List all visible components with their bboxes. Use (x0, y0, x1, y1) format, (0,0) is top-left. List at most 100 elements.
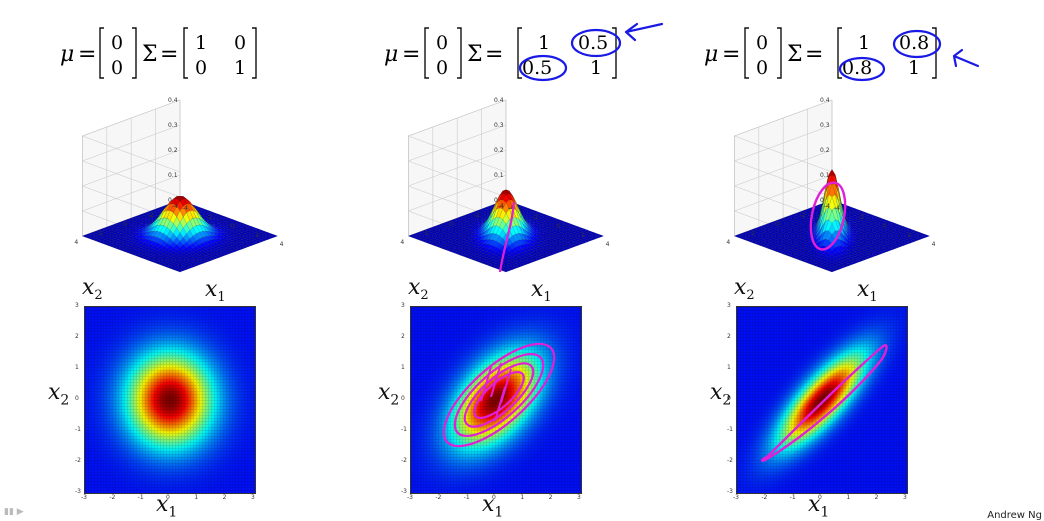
x2-tick: 2 (751, 230, 755, 237)
x1-tick: 2 (255, 232, 259, 239)
heat-y-tick: -2 (75, 457, 81, 464)
heat-x-tick: 0 (492, 494, 496, 501)
surface-x2-label: x2 (82, 275, 103, 303)
z-tick: 0.3 (494, 122, 504, 129)
mu-entry-2: 0 (111, 57, 123, 79)
x1-symbol: x (857, 277, 870, 302)
heat-y-tick: 0 (75, 395, 79, 402)
x2-tick: 4 (400, 239, 404, 246)
z-tick: 0 (820, 197, 824, 204)
sigma-symbol: Σ (142, 42, 158, 67)
z-tick: 0.1 (168, 172, 178, 179)
x1-subscript: 1 (869, 290, 877, 305)
panel-3: μ = 0 0 Σ = 1 0.8 0.8 1 0 0.1 0.2 0.3 0.4 4 -4… (652, 0, 1000, 521)
x1-tick: 2 (581, 232, 585, 239)
annotation-arrow-icon (952, 48, 980, 68)
heat-x-tick: -3 (733, 494, 739, 501)
mu-entry-2: 0 (756, 57, 768, 79)
x1-tick: 4 (932, 241, 936, 248)
heat-x-tick: -3 (81, 494, 87, 501)
x2-subscript: 2 (390, 392, 400, 409)
equation-panel-1: μ = 0 0 Σ = 1 0 0 1 (60, 27, 257, 79)
heat-x-tick: 1 (194, 494, 199, 501)
heat-x-axis-label: x1 (808, 492, 829, 520)
x1-tick: -2 (532, 214, 538, 221)
heat-x-axis-label: x1 (482, 492, 503, 520)
z-tick: 0.2 (494, 147, 504, 154)
x1-tick: 4 (280, 241, 284, 248)
annotation-contour (809, 181, 847, 251)
heat-y-tick: -3 (75, 488, 81, 495)
z-tick: 0.3 (820, 122, 830, 129)
heat-x-tick: 2 (874, 494, 879, 501)
heatmap-annotations-3 (760, 344, 888, 462)
mu-symbol: μ (704, 42, 718, 67)
z-tick: 0.4 (168, 97, 178, 104)
z-tick: 0.3 (168, 122, 178, 129)
mu-entry-1: 0 (111, 32, 123, 54)
heatmap-block-2: -3 3 -2 2 -1 1 0 0 1 -1 2 -2 3 -3 x1 x2 (326, 302, 674, 521)
heat-x-tick: 1 (520, 494, 525, 501)
x2-tick: -4 (172, 203, 178, 210)
author-credit: Andrew Ng (987, 510, 1042, 521)
heatmap-annotations-2 (442, 342, 556, 448)
x2-subscript: 2 (746, 288, 754, 303)
x2-tick: -4 (824, 203, 830, 210)
x1-tick: -2 (858, 214, 864, 221)
sigma-21: 0.8 (842, 57, 872, 79)
sigma-12: 0 (234, 32, 246, 54)
x1-subscript: 1 (494, 504, 504, 521)
x1-tick: 0 (231, 223, 235, 230)
x2-tick: 0 (123, 221, 127, 228)
heat-x-tick: -1 (137, 494, 144, 501)
x1-subscript: 1 (168, 504, 178, 521)
x1-tick: 2 (907, 232, 911, 239)
annotation-contour (473, 371, 525, 419)
heat-x-tick: 3 (251, 494, 255, 501)
heatmap-canvas-1 (85, 307, 255, 493)
x2-tick: -4 (498, 203, 504, 210)
heat-x-tick: 2 (548, 494, 553, 501)
sigma-12: 0.5 (578, 32, 608, 54)
annotation-contour (442, 342, 556, 448)
heat-y-tick: -3 (401, 488, 407, 495)
heat-x-tick: -1 (789, 494, 796, 501)
sigma-22: 1 (908, 57, 920, 79)
x2-subscript: 2 (60, 392, 70, 409)
heatmap-canvas-3 (737, 307, 907, 493)
sigma-11: 1 (195, 32, 207, 54)
heatmap-block-1: -3 3 -2 2 -1 1 0 0 1 -1 2 -2 3 -3 x1 x2 (0, 302, 348, 521)
x2-subscript: 2 (94, 288, 102, 303)
heatmap-canvas-2 (411, 307, 581, 493)
x2-tick: 0 (449, 221, 453, 228)
heatmap-2 (410, 306, 582, 494)
x2-tick: -2 (800, 212, 806, 219)
sigma-22: 1 (234, 57, 246, 79)
heat-y-tick: 0 (401, 395, 405, 402)
surface-cell (176, 269, 184, 273)
x1-tick: 0 (557, 223, 561, 230)
sigma-12: 0.8 (899, 32, 929, 54)
heat-y-tick: 3 (401, 302, 405, 309)
heatmap-3 (736, 306, 908, 494)
heatmap-block-3: -3 3 -2 2 -1 1 0 0 1 -1 2 -2 3 -3 x1 x2 (652, 302, 1000, 521)
surface-x1-label: x1 (205, 277, 226, 305)
equation-panel-2: μ = 0 0 Σ = 1 0.5 0.5 1 (384, 22, 664, 82)
x1-symbol: x (156, 492, 169, 517)
heat-x-tick: 3 (577, 494, 581, 501)
player-controls-icon[interactable]: ▮▮ ▶ (4, 507, 24, 517)
sigma-21: 0.5 (522, 57, 552, 79)
heat-y-tick: 2 (75, 333, 79, 340)
heat-x-tick: 1 (846, 494, 851, 501)
equals-sign: = (402, 42, 420, 67)
heat-x-tick: -2 (435, 494, 442, 501)
z-tick: 0.1 (494, 172, 504, 179)
x1-subscript: 1 (543, 290, 551, 305)
x2-symbol: x (734, 275, 747, 300)
x1-tick: -4 (182, 205, 188, 212)
heat-x-tick: -3 (407, 494, 413, 501)
x1-symbol: x (808, 492, 821, 517)
z-tick: 0 (494, 197, 498, 204)
